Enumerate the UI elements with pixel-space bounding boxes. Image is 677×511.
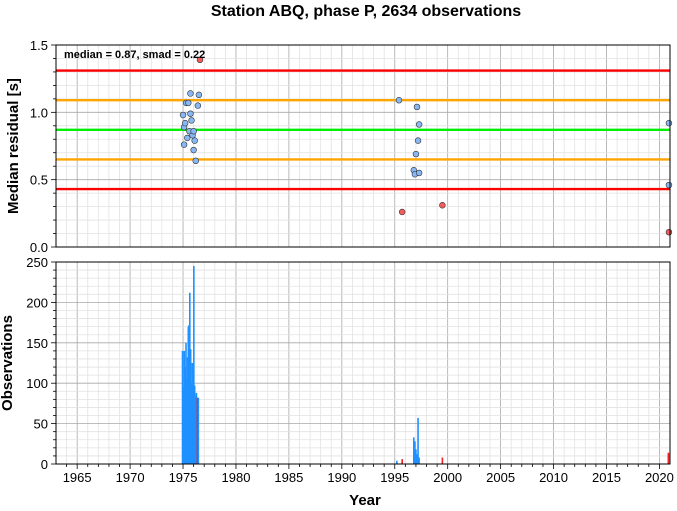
observation-bar: [414, 441, 416, 464]
residual-point: [412, 150, 420, 158]
outlier-observation-bar: [667, 452, 670, 464]
observation-bar: [195, 392, 198, 464]
observation-bar: [189, 292, 191, 464]
observations-y-tick-label: 150: [26, 336, 48, 351]
observation-bars: [181, 266, 670, 464]
outlier-point: [665, 228, 673, 236]
residual-y-tick-label: 1.5: [30, 38, 48, 53]
x-tick-label: 1990: [327, 470, 356, 485]
residual-y-tick-label: 0.0: [30, 240, 48, 255]
residual-point: [194, 102, 202, 109]
observation-bar: [183, 350, 186, 464]
year-x-axis-title: Year: [349, 492, 381, 509]
observation-bar: [186, 357, 189, 464]
residual-point: [180, 141, 188, 148]
x-tick-label: 1980: [222, 470, 251, 485]
observation-bar: [194, 395, 197, 464]
residual-y-tick-label: 1.0: [30, 105, 48, 120]
residual-point: [414, 137, 422, 144]
observation-bar: [190, 383, 193, 464]
outlier-point: [398, 208, 406, 216]
residual-point: [185, 99, 192, 107]
residual-point: [415, 169, 423, 177]
outlier-observation-bar: [401, 459, 403, 464]
residual-point: [665, 181, 673, 189]
x-tick-label: 1985: [274, 470, 303, 485]
residual-panel: 0.00.51.01.5 median = 0.87, smad = 0.22 …: [5, 38, 673, 255]
x-tick-label: 1970: [116, 470, 145, 485]
x-tick-label: 1965: [63, 470, 92, 485]
residual-point: [184, 134, 191, 142]
x-tick-label: 2000: [433, 470, 462, 485]
residual-point: [415, 121, 423, 128]
residual-point: [187, 110, 194, 117]
observations-y-tick-label: 250: [26, 255, 48, 270]
observations-panel: 0 50 100 150 200 250 1965 1970 1975 1980 1985 1990…: [0, 255, 674, 509]
median-smad-annotation: median = 0.87, smad = 0.22: [64, 49, 205, 61]
observations-y-tick-label: 0: [41, 457, 48, 472]
residual-point: [187, 90, 194, 97]
observations-y-axis-title: Observations: [0, 315, 16, 411]
observation-bar: [396, 460, 398, 464]
observation-bar: [413, 437, 415, 464]
outlier-point: [439, 202, 446, 209]
observation-bar: [184, 367, 186, 464]
outlier-observation-bar: [441, 457, 444, 464]
residual-point: [395, 97, 403, 104]
residual-point: [181, 119, 189, 127]
observations-grid: [56, 261, 670, 465]
residual-point: [188, 117, 195, 124]
x-tick-label: 1975: [169, 470, 198, 485]
year-x-ticks: 1965 1970 1975 1980 1985 1990 1995 2000 2005 2010…: [63, 464, 674, 485]
observation-bar: [416, 454, 418, 464]
x-tick-label: 1995: [380, 470, 409, 485]
residual-point: [413, 103, 421, 111]
residual-point: [192, 157, 199, 165]
x-tick-label: 2010: [539, 470, 568, 485]
residual-point: [179, 111, 187, 119]
observation-bar: [193, 266, 195, 464]
observation-bar: [417, 417, 419, 464]
chart-title: Station ABQ, phase P, 2634 observations: [211, 3, 521, 20]
observation-bar: [193, 385, 196, 464]
residual-grid: [56, 44, 670, 248]
residual-point: [665, 119, 673, 127]
residual-point: [195, 91, 203, 99]
residual-point: [190, 146, 197, 154]
outlier-point: [196, 56, 204, 64]
x-tick-label: 2020: [645, 470, 674, 485]
residual-y-axis-title: Median residual [s]: [5, 78, 22, 214]
observation-bar: [418, 457, 420, 464]
residual-y-ticks: 0.0 0.5 1.0 1.5: [30, 38, 56, 255]
observation-bar: [181, 350, 184, 464]
observation-bar: [189, 349, 192, 464]
residual-threshold-lines: [56, 69, 670, 191]
residual-point: [191, 137, 198, 144]
observations-y-tick-label: 50: [34, 417, 48, 432]
observation-bar: [197, 397, 200, 464]
x-tick-label: 2005: [486, 470, 515, 485]
observations-y-tick-label: 100: [26, 376, 48, 391]
residual-point: [190, 127, 197, 135]
residual-y-tick-label: 0.5: [30, 173, 48, 188]
observation-bar: [415, 449, 417, 464]
residual-plot-frame: [55, 44, 671, 248]
outlier-observation-bar: [196, 397, 199, 464]
x-tick-label: 2015: [592, 470, 621, 485]
residual-points: [179, 56, 673, 236]
observations-y-tick-label: 200: [26, 295, 48, 310]
observations-y-ticks: 0 50 100 150 200 250: [26, 255, 56, 472]
